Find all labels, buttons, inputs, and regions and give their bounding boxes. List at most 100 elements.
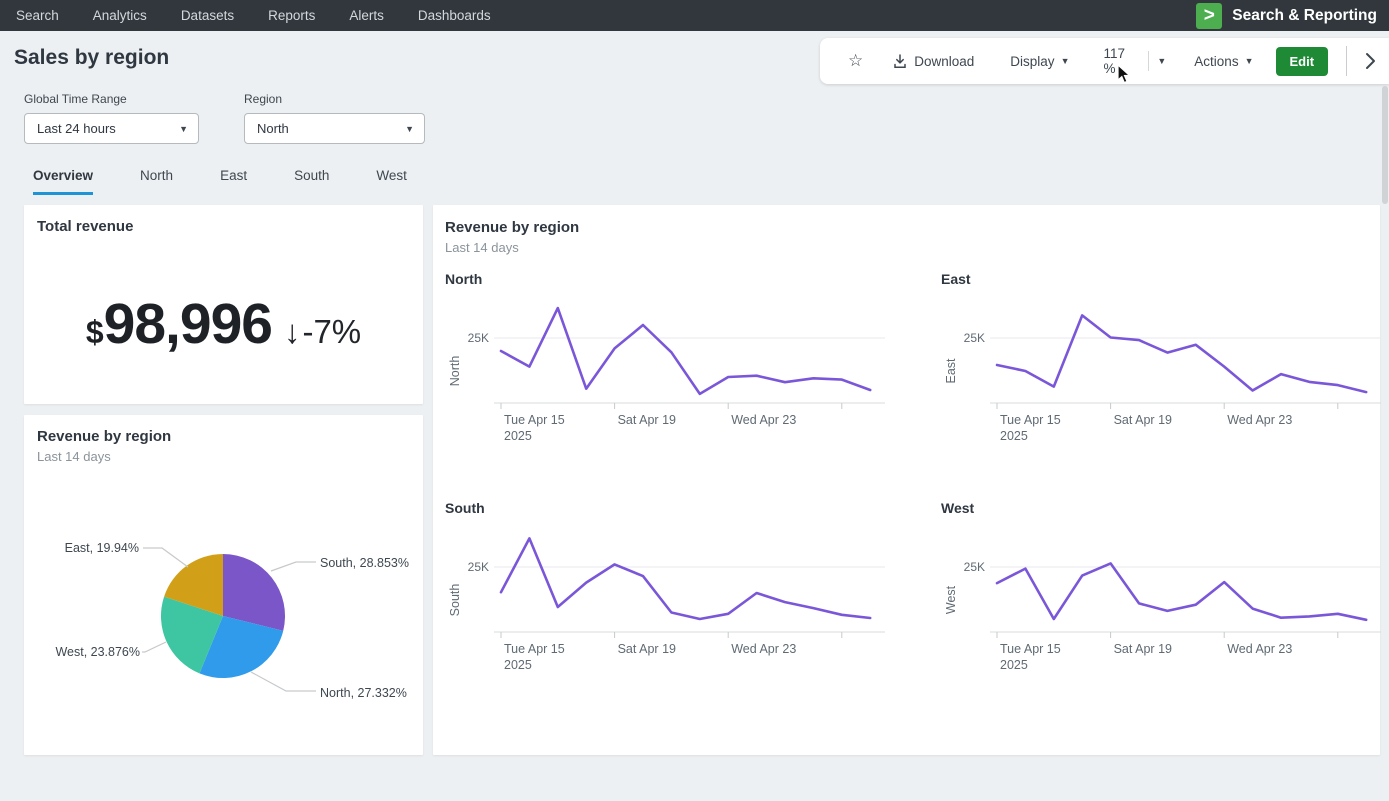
svg-text:South: South bbox=[448, 584, 462, 617]
download-button[interactable]: Download bbox=[893, 54, 974, 69]
nav-item-reports[interactable]: Reports bbox=[268, 8, 316, 23]
trend-charts-grid: North 25K North Tue Apr 15 2025 Sat Apr 19 Wed… bbox=[445, 271, 1381, 687]
revenue-trends-panel: Revenue by region Last 14 days North 25K N… bbox=[433, 205, 1381, 755]
chevron-down-icon: ▼ bbox=[179, 123, 188, 134]
nav-item-analytics[interactable]: Analytics bbox=[92, 8, 147, 23]
trend-chart-title: South bbox=[445, 500, 485, 516]
chevron-down-icon: ▼ bbox=[405, 123, 414, 134]
svg-text:Tue Apr 15: Tue Apr 15 bbox=[504, 642, 565, 656]
nav-item-search[interactable]: Search bbox=[16, 8, 59, 23]
pie-slice-south[interactable] bbox=[223, 554, 286, 631]
trend-indicator: ↓-7% bbox=[284, 313, 361, 351]
svg-text:Wed Apr 23: Wed Apr 23 bbox=[731, 413, 796, 427]
pie-slice-west[interactable] bbox=[160, 596, 223, 674]
total-revenue-title: Total revenue bbox=[37, 218, 134, 235]
line-chart-east[interactable]: 25K East Tue Apr 15 2025 Sat Apr 19 Wed Apr 2… bbox=[941, 291, 1381, 453]
actions-dropdown[interactable]: Actions ▼ bbox=[1194, 54, 1253, 69]
svg-text:2025: 2025 bbox=[1000, 429, 1028, 443]
tab-west[interactable]: West bbox=[376, 168, 407, 183]
total-revenue-panel: Total revenue $98,996 ↓-7% bbox=[24, 205, 423, 404]
splunk-logo-icon: > bbox=[1196, 2, 1223, 29]
page-title: Sales by region bbox=[14, 46, 170, 69]
vertical-scrollbar[interactable] bbox=[1382, 86, 1388, 204]
favorite-star-icon[interactable]: ☆ bbox=[848, 51, 864, 70]
trend-chart-west: West 25K West Tue Apr 15 2025 Sat Apr 19 Wed A… bbox=[941, 500, 1381, 687]
nav-item-dashboards[interactable]: Dashboards bbox=[417, 8, 491, 23]
time-range-value: Last 24 hours bbox=[37, 121, 116, 136]
trend-chart-south: South 25K South Tue Apr 15 2025 Sat Apr 19 Wed… bbox=[445, 500, 885, 687]
line-chart-south[interactable]: 25K South Tue Apr 15 2025 Sat Apr 19 Wed Apr … bbox=[445, 520, 885, 682]
pie-panel-subtitle: Last 14 days bbox=[37, 449, 111, 464]
region-value: North bbox=[257, 121, 289, 136]
svg-text:North: North bbox=[448, 356, 462, 387]
pie-slice-east[interactable] bbox=[164, 554, 223, 616]
display-label: Display bbox=[1010, 53, 1055, 69]
total-revenue-value: 98,996 bbox=[103, 292, 273, 356]
svg-text:West: West bbox=[944, 585, 958, 614]
down-arrow-icon: ↓ bbox=[283, 313, 301, 350]
svg-text:Wed Apr 23: Wed Apr 23 bbox=[1227, 413, 1292, 427]
svg-text:Sat Apr 19: Sat Apr 19 bbox=[618, 413, 676, 427]
dashboard-tabs: Overview North East South West bbox=[33, 168, 407, 195]
global-filters: Global Time Range Last 24 hours ▼ Region… bbox=[24, 92, 425, 144]
nav-item-datasets[interactable]: Datasets bbox=[180, 8, 235, 23]
trend-chart-north: North 25K North Tue Apr 15 2025 Sat Apr 19 Wed… bbox=[445, 271, 885, 458]
pie-slice-north[interactable] bbox=[199, 616, 284, 679]
tab-east[interactable]: East bbox=[220, 168, 248, 183]
toolbar-divider bbox=[1148, 51, 1150, 71]
zoom-level[interactable]: 117 % bbox=[1103, 46, 1126, 76]
svg-text:Sat Apr 19: Sat Apr 19 bbox=[618, 642, 676, 656]
svg-text:2025: 2025 bbox=[504, 658, 532, 672]
trend-value: -7% bbox=[302, 313, 362, 350]
svg-text:25K: 25K bbox=[964, 560, 985, 574]
chevron-down-icon: ▼ bbox=[1060, 56, 1070, 66]
trends-panel-title: Revenue by region bbox=[445, 219, 580, 236]
svg-text:2025: 2025 bbox=[504, 429, 532, 443]
svg-text:25K: 25K bbox=[468, 560, 489, 574]
trend-chart-title: East bbox=[941, 271, 971, 287]
tab-north[interactable]: North bbox=[140, 168, 174, 183]
pie-leader-line bbox=[250, 671, 316, 692]
line-chart-west[interactable]: 25K West Tue Apr 15 2025 Sat Apr 19 Wed Apr 2… bbox=[941, 520, 1381, 682]
pie-leader-line bbox=[270, 561, 316, 572]
time-range-label: Global Time Range bbox=[24, 92, 127, 106]
tab-south[interactable]: South bbox=[294, 168, 330, 183]
app-brand[interactable]: > Search & Reporting bbox=[1196, 2, 1377, 29]
pie-label-east: East, 19.94% bbox=[65, 541, 139, 555]
toolbar-divider bbox=[1346, 46, 1347, 76]
collapse-panel-chevron[interactable] bbox=[1361, 50, 1379, 72]
nav-item-alerts[interactable]: Alerts bbox=[349, 8, 384, 23]
revenue-pie-panel: Revenue by region Last 14 days South, 28… bbox=[24, 415, 423, 755]
region-select[interactable]: North ▼ bbox=[244, 113, 425, 144]
pie-leader-line bbox=[142, 641, 167, 653]
display-dropdown[interactable]: Display ▼ bbox=[1010, 54, 1069, 69]
svg-text:2025: 2025 bbox=[1000, 658, 1028, 672]
download-label: Download bbox=[914, 53, 975, 69]
tab-overview[interactable]: Overview bbox=[33, 168, 94, 195]
svg-text:Tue Apr 15: Tue Apr 15 bbox=[1000, 413, 1061, 427]
region-filter: Region North ▼ bbox=[244, 92, 425, 144]
trend-chart-title: West bbox=[941, 500, 975, 516]
currency-symbol: $ bbox=[85, 314, 104, 350]
pie-chart[interactable]: South, 28.853% North, 27.332% West, 23.876… bbox=[24, 415, 423, 755]
trend-chart-title: North bbox=[445, 271, 483, 287]
total-revenue-value-row: $98,996 ↓-7% bbox=[24, 291, 423, 357]
trend-chart-east: East 25K East Tue Apr 15 2025 Sat Apr 19 Wed A… bbox=[941, 271, 1381, 458]
svg-text:Wed Apr 23: Wed Apr 23 bbox=[1227, 642, 1292, 656]
svg-text:25K: 25K bbox=[964, 331, 985, 345]
line-chart-north[interactable]: 25K North Tue Apr 15 2025 Sat Apr 19 Wed Apr … bbox=[445, 291, 885, 453]
svg-text:25K: 25K bbox=[468, 331, 489, 345]
zoom-dropdown[interactable]: ▼ bbox=[1157, 56, 1167, 66]
svg-text:Sat Apr 19: Sat Apr 19 bbox=[1114, 413, 1172, 427]
chevron-down-icon: ▼ bbox=[1244, 56, 1254, 66]
svg-text:East: East bbox=[944, 358, 958, 384]
edit-button[interactable]: Edit bbox=[1275, 46, 1329, 76]
time-range-filter: Global Time Range Last 24 hours ▼ bbox=[24, 92, 199, 144]
dashboard-toolbar: ☆ Download Display ▼ 117 % ▼ Actions ▼ E… bbox=[820, 38, 1389, 84]
app-name: Search & Reporting bbox=[1232, 6, 1377, 24]
pie-label-west: West, 23.876% bbox=[55, 645, 140, 659]
time-range-select[interactable]: Last 24 hours ▼ bbox=[24, 113, 199, 144]
pie-panel-title: Revenue by region bbox=[37, 428, 172, 445]
svg-text:Wed Apr 23: Wed Apr 23 bbox=[731, 642, 796, 656]
top-nav-bar: Search Analytics Datasets Reports Alerts… bbox=[0, 0, 1389, 31]
